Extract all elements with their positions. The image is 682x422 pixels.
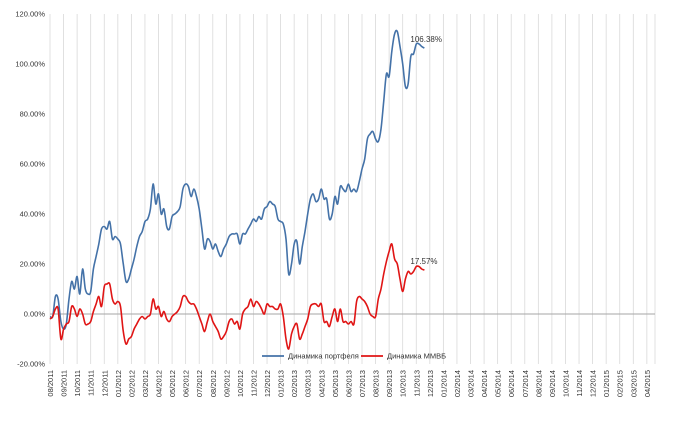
x-tick-label: 04/2015 <box>643 370 652 397</box>
x-tick-label: 02/2013 <box>290 370 299 397</box>
micex-series-line <box>49 243 425 350</box>
series-end-label: 106.38% <box>410 35 442 44</box>
x-tick-label: 05/2012 <box>168 370 177 397</box>
x-tick-label: 12/2013 <box>426 370 435 397</box>
x-tick-label: 11/2012 <box>249 370 258 397</box>
x-tick-label: 12/2011 <box>100 370 109 397</box>
x-tick-label: 02/2015 <box>616 370 625 397</box>
y-tick-label: -20.00% <box>17 360 45 369</box>
x-tick-label: 01/2015 <box>602 370 611 397</box>
x-tick-label: 02/2014 <box>453 370 462 397</box>
y-tick-label: 20.00% <box>20 260 46 269</box>
series-lines <box>49 29 425 350</box>
x-tick-label: 04/2013 <box>317 370 326 397</box>
legend: Динамика портфеля Динамика ММВБ <box>262 352 446 361</box>
x-tick-label: 08/2011 <box>46 370 55 397</box>
x-tick-label: 04/2014 <box>480 370 489 397</box>
x-tick-label: 06/2012 <box>182 370 191 397</box>
legend-label: Динамика ММВБ <box>387 352 446 361</box>
series-end-label: 17.57% <box>410 257 437 266</box>
x-tick-label: 11/2014 <box>575 370 584 397</box>
y-tick-label: 80.00% <box>20 110 46 119</box>
x-tick-label: 08/2014 <box>534 370 543 397</box>
x-tick-label: 06/2014 <box>507 370 516 397</box>
y-tick-label: 100.00% <box>15 60 45 69</box>
y-tick-label: 40.00% <box>20 210 46 219</box>
y-tick-label: 0.00% <box>24 310 46 319</box>
x-tick-label: 10/2013 <box>399 370 408 397</box>
x-tick-label: 09/2013 <box>385 370 394 397</box>
x-tick-label: 05/2013 <box>331 370 340 397</box>
end-labels: 106.38% 17.57% <box>410 35 442 266</box>
x-tick-label: 01/2014 <box>439 370 448 397</box>
x-tick-label: 03/2012 <box>141 370 150 397</box>
y-tick-label: 60.00% <box>20 160 46 169</box>
y-tick-label: 120.00% <box>15 10 45 19</box>
x-axis-tick-labels: 08/2011 09/2011 10/2011 11/2011 12/2011 01/20… <box>46 370 652 397</box>
portfolio-series-line <box>49 29 425 330</box>
x-tick-label: 10/2014 <box>561 370 570 397</box>
x-tick-label: 08/2013 <box>372 370 381 397</box>
x-tick-label: 11/2011 <box>87 370 96 396</box>
x-tick-label: 09/2012 <box>222 370 231 397</box>
x-tick-label: 06/2013 <box>344 370 353 397</box>
x-tick-label: 03/2013 <box>304 370 313 397</box>
x-tick-label: 12/2014 <box>589 370 598 397</box>
x-tick-label: 08/2012 <box>209 370 218 397</box>
x-tick-label: 11/2013 <box>412 370 421 397</box>
x-tick-label: 09/2014 <box>548 370 557 397</box>
legend-label: Динамика портфеля <box>288 352 359 361</box>
x-tick-label: 01/2012 <box>114 370 123 397</box>
y-axis-tick-labels: -20.00% 0.00% 20.00% 40.00% 60.00% 80.00% 100.… <box>15 10 45 369</box>
x-tick-label: 03/2014 <box>467 370 476 397</box>
x-tick-label: 05/2014 <box>494 370 503 397</box>
gridlines <box>49 14 656 364</box>
x-tick-label: 07/2013 <box>358 370 367 397</box>
x-tick-label: 04/2012 <box>155 370 164 397</box>
x-tick-label: 07/2012 <box>195 370 204 397</box>
x-tick-label: 10/2011 <box>73 370 82 397</box>
x-tick-label: 02/2012 <box>127 370 136 397</box>
x-tick-label: 03/2015 <box>629 370 638 397</box>
x-tick-label: 10/2012 <box>236 370 245 397</box>
x-tick-label: 01/2013 <box>277 370 286 397</box>
x-tick-label: 07/2014 <box>521 370 530 397</box>
x-tick-label: 09/2011 <box>60 370 69 397</box>
x-tick-label: 12/2012 <box>263 370 272 397</box>
